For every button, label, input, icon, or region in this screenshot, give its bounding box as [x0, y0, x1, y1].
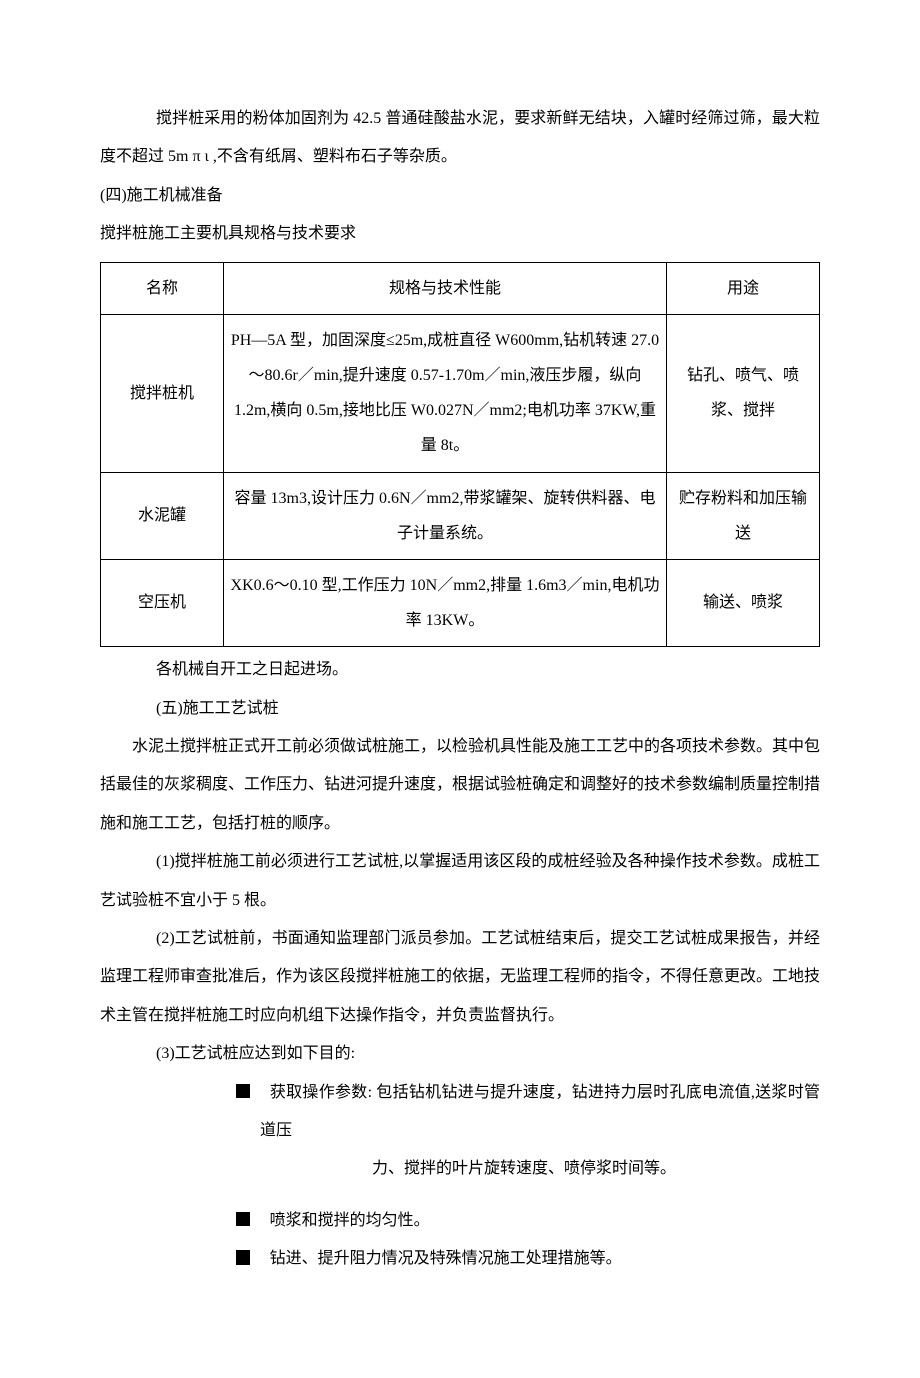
- table-row: 水泥罐 容量 13m3,设计压力 0.6N／mm2,带浆罐架、旋转供料器、电子计…: [101, 472, 820, 559]
- paragraph-item-1: (1)搅拌桩施工前必须进行工艺试桩,以掌握适用该区段的成桩经验及各种操作技术参数…: [100, 843, 820, 920]
- bullet-label: 获取操作参数: 包括钻机钻进与提升速度，钻进持力层时孔底电流值,送浆时管道压: [260, 1084, 820, 1139]
- table-cell-name: 空压机: [101, 559, 224, 646]
- table-cell-use: 钻孔、喷气、喷浆、搅拌: [667, 314, 820, 472]
- table-cell-use: 贮存粉料和加压输送: [667, 472, 820, 559]
- paragraph-item-3-head: (3)工艺试桩应达到如下目的:: [100, 1035, 820, 1073]
- table-row: 搅拌桩机 PH—5A 型，加固深度≤25m,成桩直径 W600mm,钻机转速 2…: [101, 314, 820, 472]
- bullet-continuation: 力、搅拌的叶片旋转速度、喷停浆时间等。: [100, 1150, 820, 1188]
- table-header-use: 用途: [667, 262, 820, 314]
- heading-section-5: (五)施工工艺试桩: [100, 690, 820, 728]
- square-bullet-icon: [236, 1084, 250, 1098]
- table-cell-spec: 容量 13m3,设计压力 0.6N／mm2,带浆罐架、旋转供料器、电子计量系统。: [224, 472, 667, 559]
- square-bullet-icon: [236, 1212, 250, 1226]
- bullet-list: 获取操作参数: 包括钻机钻进与提升速度，钻进持力层时孔底电流值,送浆时管道压 力…: [100, 1074, 820, 1279]
- paragraph-material-spec: 搅拌桩采用的粉体加固剂为 42.5 普通硅酸盐水泥，要求新鲜无结块，入罐时经筛过…: [100, 100, 820, 177]
- bullet-label: 喷浆和搅拌的均匀性。: [270, 1212, 430, 1229]
- table-cell-name: 搅拌桩机: [101, 314, 224, 472]
- paragraph-after-table: 各机械自开工之日起进场。: [100, 651, 820, 689]
- table-cell-use: 输送、喷浆: [667, 559, 820, 646]
- list-item: 喷浆和搅拌的均匀性。: [100, 1202, 820, 1240]
- table-cell-name: 水泥罐: [101, 472, 224, 559]
- table-header-spec: 规格与技术性能: [224, 262, 667, 314]
- table-header-row: 名称 规格与技术性能 用途: [101, 262, 820, 314]
- list-item: 获取操作参数: 包括钻机钻进与提升速度，钻进持力层时孔底电流值,送浆时管道压 力…: [100, 1074, 820, 1189]
- table-cell-spec: PH—5A 型，加固深度≤25m,成桩直径 W600mm,钻机转速 27.0～8…: [224, 314, 667, 472]
- heading-section-4: (四)施工机械准备: [100, 177, 820, 215]
- paragraph-item-2: (2)工艺试桩前，书面通知监理部门派员参加。工艺试桩结束后，提交工艺试桩成果报告…: [100, 920, 820, 1035]
- equipment-table: 名称 规格与技术性能 用途 搅拌桩机 PH—5A 型，加固深度≤25m,成桩直径…: [100, 262, 820, 648]
- bullet-label: 钻进、提升阻力情况及特殊情况施工处理措施等。: [270, 1250, 622, 1267]
- heading-table-caption: 搅拌桩施工主要机具规格与技术要求: [100, 215, 820, 253]
- table-header-name: 名称: [101, 262, 224, 314]
- bullet-text: 获取操作参数: 包括钻机钻进与提升速度，钻进持力层时孔底电流值,送浆时管道压: [100, 1074, 820, 1151]
- square-bullet-icon: [236, 1250, 250, 1264]
- bullet-text: 喷浆和搅拌的均匀性。: [100, 1202, 820, 1240]
- table-row: 空压机 XK0.6～0.10 型,工作压力 10N／mm2,排量 1.6m3／m…: [101, 559, 820, 646]
- table-cell-spec: XK0.6～0.10 型,工作压力 10N／mm2,排量 1.6m3／min,电…: [224, 559, 667, 646]
- bullet-text: 钻进、提升阻力情况及特殊情况施工处理措施等。: [100, 1240, 820, 1278]
- list-item: 钻进、提升阻力情况及特殊情况施工处理措施等。: [100, 1240, 820, 1278]
- paragraph-section-5-body: 水泥土搅拌桩正式开工前必须做试桩施工，以检验机具性能及施工工艺中的各项技术参数。…: [100, 728, 820, 843]
